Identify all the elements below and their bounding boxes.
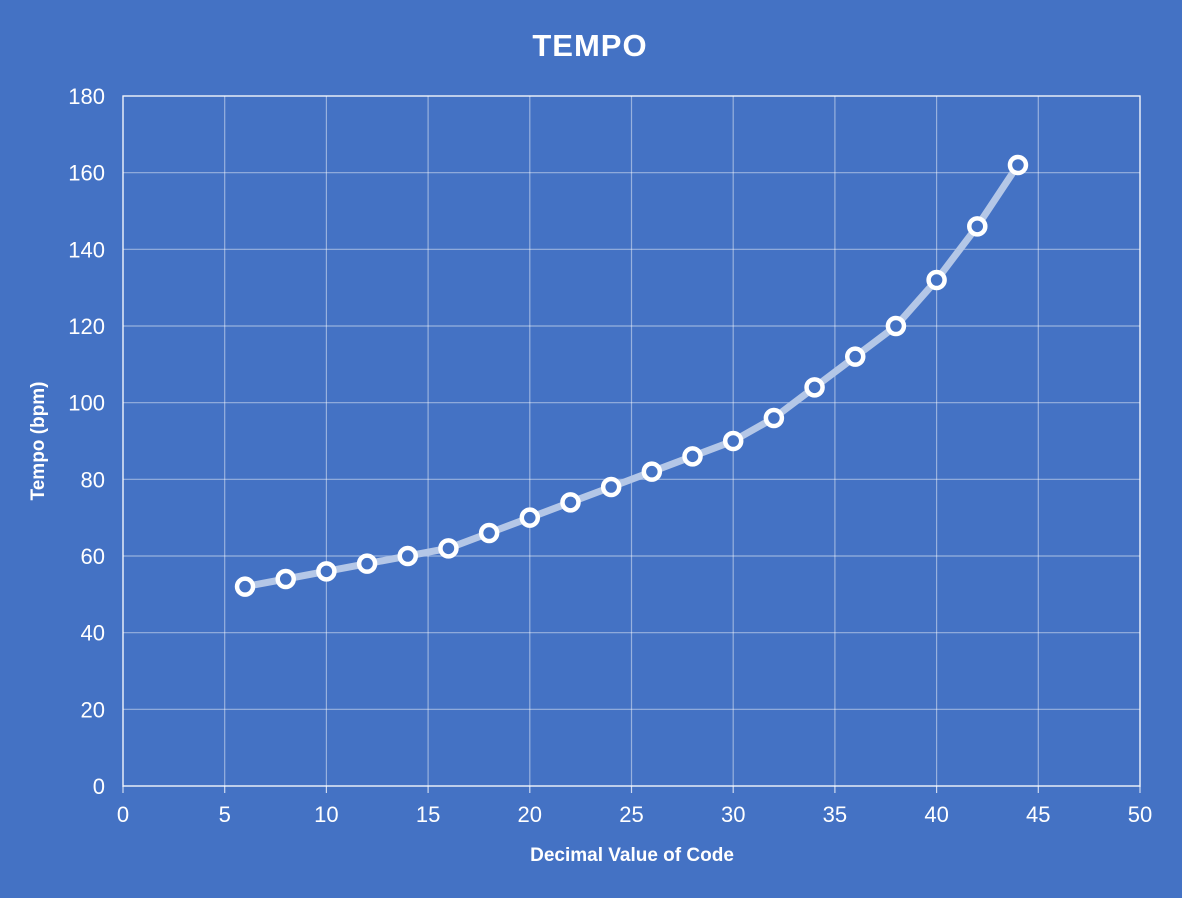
x-tick-label: 45: [1026, 802, 1050, 827]
x-axis-title: Decimal Value of Code: [530, 845, 734, 866]
data-point-marker: [316, 561, 337, 582]
y-axis-title: Tempo (bpm): [28, 382, 49, 501]
data-point-marker: [967, 216, 988, 237]
data-point-marker: [275, 568, 296, 590]
y-tick-label: 40: [81, 621, 105, 646]
x-tick-label: 0: [117, 802, 129, 827]
y-tick-label: 120: [68, 314, 105, 339]
x-tick-label: 40: [924, 802, 948, 827]
data-point-marker: [682, 446, 703, 467]
x-tick-label: 5: [219, 802, 231, 827]
x-tick-label: 25: [619, 802, 643, 827]
data-point-marker: [519, 507, 541, 528]
axis-ticks: 0 5 10 15 20 25 30 35 40 45 50 0 20 40 60 80 100 120 140 16…: [68, 84, 1152, 827]
x-tick-label: 20: [518, 802, 542, 827]
data-point-marker: [885, 315, 907, 337]
data-point-marker: [641, 461, 663, 482]
data-point-marker: [234, 576, 256, 597]
data-point-marker: [722, 430, 744, 452]
tempo-series: [234, 154, 1029, 597]
y-tick-label: 0: [93, 774, 105, 799]
data-point-marker: [478, 522, 500, 544]
data-point-marker: [560, 492, 581, 513]
y-tick-label: 80: [81, 467, 105, 492]
x-tick-label: 30: [721, 802, 745, 827]
y-tick-label: 60: [81, 544, 105, 569]
data-point-marker: [804, 377, 825, 398]
data-point-marker: [600, 476, 622, 498]
data-point-marker: [763, 407, 785, 429]
gridlines: [122, 95, 1141, 787]
y-tick-label: 180: [68, 84, 105, 109]
data-point-marker: [844, 346, 866, 367]
x-tick-label: 50: [1128, 802, 1152, 827]
chart-title: TEMPO: [532, 28, 647, 63]
data-point-marker: [1007, 154, 1029, 176]
x-tick-label: 35: [823, 802, 847, 827]
y-tick-label: 160: [68, 161, 105, 186]
data-point-marker: [438, 538, 459, 559]
data-point-marker: [397, 545, 419, 567]
y-tick-label: 100: [68, 391, 105, 416]
data-point-marker: [926, 269, 947, 291]
y-tick-label: 20: [81, 697, 105, 722]
y-tick-label: 140: [68, 237, 105, 262]
data-point-marker: [356, 553, 378, 574]
x-tick-label: 15: [416, 802, 440, 827]
x-tick-label: 10: [314, 802, 338, 827]
